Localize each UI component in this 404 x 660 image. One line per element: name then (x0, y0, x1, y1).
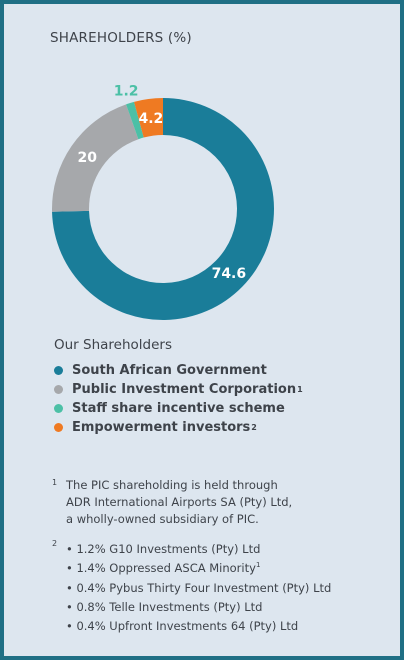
footnote-ref: 1 (255, 561, 261, 570)
legend-label: Public Investment Corporation (72, 382, 297, 397)
legend-label: South African Government (72, 363, 267, 378)
legend-item-south-african-government: South African Government (54, 361, 303, 380)
legend-swatch (54, 404, 63, 413)
bullet-text: • 1.2% G10 Investments (Pty) Ltd (66, 541, 261, 556)
footnote-bullet: • 0.4% Upfront Investments 64 (Pty) Ltd (66, 615, 331, 634)
donut-chart: 74.6 20 1.2 4.2 (52, 84, 274, 321)
legend: South African Government Public Investme… (54, 361, 303, 437)
footnote-2: 2 • 1.2% G10 Investments (Pty) Ltd • 1.4… (52, 538, 331, 635)
donut-slice-staff-share-incentive-scheme (126, 101, 144, 140)
footnote-1: 1 The PIC shareholding is held through A… (52, 477, 331, 528)
legend-item-public-investment-corporation: Public Investment Corporation 1 (54, 380, 303, 399)
footnote-line: a wholly-owned subsidiary of PIC. (66, 512, 259, 526)
donut-slice-south-african-government (52, 98, 274, 321)
footnote-ref: 1 (297, 385, 303, 394)
footnote-line: The PIC shareholding is held through (66, 478, 278, 492)
legend-swatch (54, 385, 63, 394)
bullet-text: • 0.8% Telle Investments (Pty) Ltd (66, 599, 263, 614)
shareholders-panel: SHAREHOLDERS (%) 74.6 20 1.2 4.2 Our Shareh… (4, 4, 400, 656)
donut-slice-empowerment-investors (134, 98, 163, 138)
slice-value-label: 74.6 (212, 266, 247, 282)
footnotes: 1 The PIC shareholding is held through A… (52, 477, 331, 635)
slice-value-label: 4.2 (138, 111, 163, 127)
footnote-marker: 1 (52, 478, 58, 487)
slice-value-label: 1.2 (114, 84, 139, 100)
footnote-bullet: • 1.4% Oppressed ASCA Minority1 (66, 557, 331, 576)
legend-item-empowerment-investors: Empowerment investors 2 (54, 418, 303, 437)
legend-title: Our Shareholders (54, 337, 173, 353)
slice-value-label: 20 (77, 150, 97, 166)
footnote-line: ADR International Airports SA (Pty) Ltd, (66, 495, 293, 509)
bullet-text: • 1.4% Oppressed ASCA Minority (66, 561, 256, 576)
footnote-bullet: • 1.2% G10 Investments (Pty) Ltd (66, 538, 331, 557)
footnote-bullet: • 0.8% Telle Investments (Pty) Ltd (66, 596, 331, 615)
footnote-bullet: • 0.4% Pybus Thirty Four Investment (Pty… (66, 577, 331, 596)
legend-label: Staff share incentive scheme (72, 401, 285, 416)
legend-swatch (54, 423, 63, 432)
chart-title: SHAREHOLDERS (%) (50, 30, 192, 46)
footnote-marker: 2 (52, 539, 58, 548)
legend-swatch (54, 366, 63, 375)
donut-slice-public-investment-corporation (52, 104, 139, 212)
bullet-text: • 0.4% Upfront Investments 64 (Pty) Ltd (66, 619, 299, 634)
legend-item-staff-share-incentive-scheme: Staff share incentive scheme (54, 399, 303, 418)
legend-label: Empowerment investors (72, 420, 251, 435)
footnote-ref: 2 (251, 423, 257, 432)
bullet-text: • 0.4% Pybus Thirty Four Investment (Pty… (66, 580, 332, 595)
